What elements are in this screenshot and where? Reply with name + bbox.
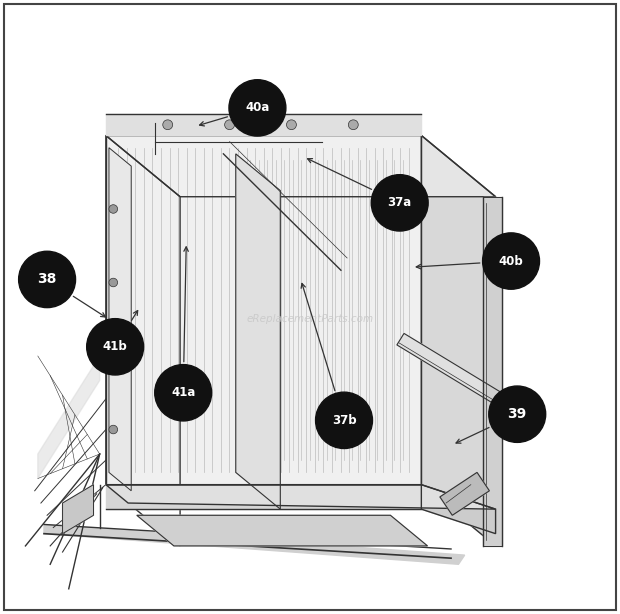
Text: 40a: 40a — [246, 101, 270, 114]
Polygon shape — [109, 148, 131, 491]
Circle shape — [87, 319, 144, 375]
Text: 41b: 41b — [103, 340, 128, 353]
Circle shape — [224, 120, 234, 130]
Polygon shape — [106, 114, 422, 136]
Polygon shape — [236, 154, 280, 509]
Polygon shape — [397, 333, 520, 415]
Text: 41a: 41a — [171, 386, 195, 399]
Text: eReplacementParts.com: eReplacementParts.com — [246, 314, 374, 324]
Circle shape — [109, 278, 118, 287]
Text: 39: 39 — [508, 407, 527, 421]
Polygon shape — [44, 524, 464, 564]
Circle shape — [109, 352, 118, 360]
Circle shape — [229, 80, 286, 136]
Polygon shape — [440, 472, 489, 515]
Polygon shape — [63, 484, 94, 534]
Text: 37b: 37b — [332, 414, 356, 427]
Polygon shape — [422, 136, 495, 546]
Polygon shape — [137, 515, 428, 546]
Polygon shape — [422, 484, 495, 534]
Circle shape — [371, 174, 428, 231]
Polygon shape — [106, 484, 422, 509]
Circle shape — [482, 233, 539, 289]
Circle shape — [348, 120, 358, 130]
Circle shape — [109, 426, 118, 434]
Polygon shape — [106, 136, 495, 196]
Text: 40b: 40b — [498, 255, 523, 268]
Text: 38: 38 — [37, 273, 57, 287]
Circle shape — [163, 120, 172, 130]
Circle shape — [316, 392, 373, 448]
Circle shape — [489, 386, 546, 443]
Circle shape — [19, 251, 76, 308]
Circle shape — [155, 365, 211, 421]
Polygon shape — [106, 484, 495, 509]
Text: 37a: 37a — [388, 196, 412, 209]
Polygon shape — [38, 356, 100, 478]
Circle shape — [286, 120, 296, 130]
Circle shape — [109, 204, 118, 213]
Polygon shape — [483, 196, 502, 546]
Polygon shape — [106, 136, 422, 484]
